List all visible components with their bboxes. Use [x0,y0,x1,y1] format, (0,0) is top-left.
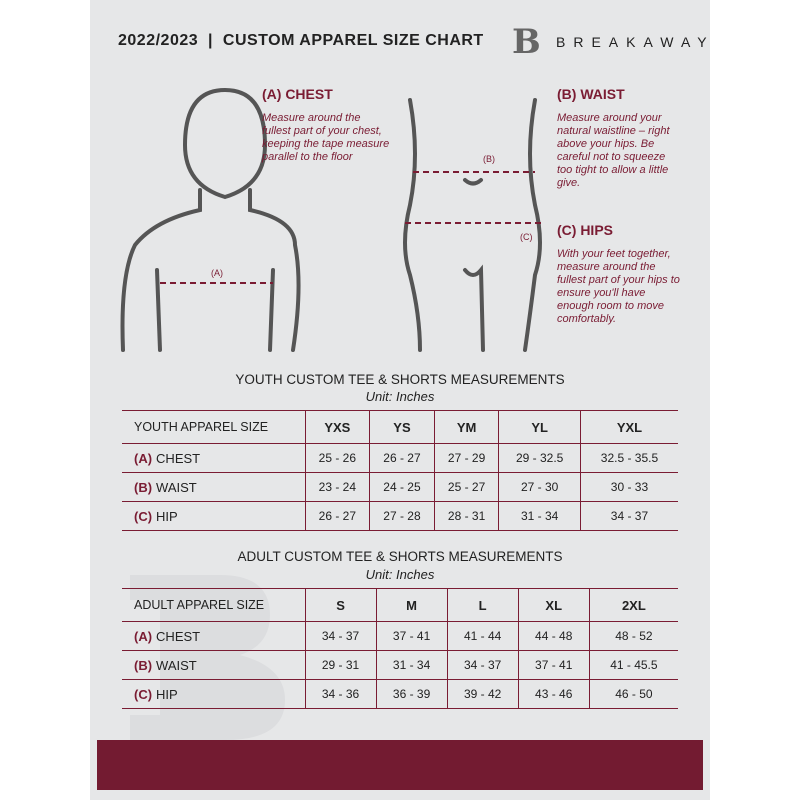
row-letter: (C) [134,508,153,524]
row-label-text: WAIST [156,479,197,495]
row-label-text: CHEST [156,628,201,644]
row-label-text: HIP [156,686,178,702]
header-cell: ADULT APPAREL SIZE [122,588,305,622]
value-cell: 31 - 34 [375,650,448,680]
value-cell: 28 - 31 [433,501,499,531]
hips-heading: (C) HIPS [557,222,613,238]
value-cell: 23 - 24 [304,472,370,502]
page-title: 2022/2023 | CUSTOM APPAREL SIZE CHART [118,32,484,49]
row-label: (B) WAIST [122,472,305,502]
value-cell: 36 - 39 [375,679,448,709]
header-cell: YOUTH APPAREL SIZE [122,410,305,444]
hips-description: With your feet together, measure around … [557,248,680,325]
value-cell: 46 - 50 [588,679,678,709]
value-cell: 37 - 41 [517,650,590,680]
table-header-row: YOUTH APPAREL SIZE YXS YS YM YL YXL [122,410,678,444]
adult-section-title: ADULT CUSTOM TEE & SHORTS MEASUREMENTS [237,549,563,564]
value-cell: 29 - 32.5 [498,443,581,473]
value-cell: 34 - 37 [446,650,519,680]
header-cell: YS [369,410,435,444]
value-cell: 32.5 - 35.5 [579,443,678,473]
value-cell: 29 - 31 [304,650,377,680]
value-cell: 44 - 48 [517,621,590,651]
value-cell: 25 - 27 [433,472,499,502]
header-cell: YXS [304,410,370,444]
value-cell: 27 - 29 [433,443,499,473]
row-label: (C) HIP [122,501,305,531]
youth-size-table: YOUTH APPAREL SIZE YXS YS YM YL YXL (A) CHEST 25… [122,410,678,531]
row-label-text: WAIST [156,657,197,673]
footer-bar [97,740,703,790]
table-row: (A) CHEST 25 - 26 26 - 27 27 - 29 29 - 32.5 32… [122,443,678,473]
brand-logo: B [512,22,541,62]
waist-marker: (B) [483,154,495,164]
row-letter: (B) [134,479,153,495]
row-letter: (A) [134,628,153,644]
value-cell: 43 - 46 [517,679,590,709]
value-cell: 26 - 27 [304,501,370,531]
chest-description: Measure around the fullest part of your … [262,112,390,163]
header-cell: 2XL [588,588,678,622]
table-row: (B) WAIST 23 - 24 24 - 25 25 - 27 27 - 30 30 -… [122,472,678,502]
table-row: (C) HIP 26 - 27 27 - 28 28 - 31 31 - 34 34 - 3… [122,501,678,531]
chest-marker: (A) [211,268,223,278]
table-header-row: ADULT APPAREL SIZE S M L XL 2XL [122,588,678,622]
upper-body-illustration: (A) [120,87,301,352]
chest-heading: (A) CHEST [262,86,333,102]
row-label: (B) WAIST [122,650,305,680]
value-cell: 34 - 37 [579,501,678,531]
value-cell: 39 - 42 [446,679,519,709]
header-cell: YM [433,410,499,444]
adult-unit: Unit: Inches [365,567,435,582]
header-cell: YL [498,410,581,444]
table-row: (A) CHEST 34 - 37 37 - 41 41 - 44 44 - 48 48 -… [122,621,678,651]
row-label: (A) CHEST [122,443,305,473]
lower-body-illustration: (B) (C) [403,98,545,352]
value-cell: 24 - 25 [369,472,435,502]
row-label-text: CHEST [156,450,201,466]
value-cell: 37 - 41 [375,621,448,651]
row-label: (A) CHEST [122,621,305,651]
hips-marker: (C) [520,232,533,242]
row-letter: (A) [134,450,153,466]
row-letter: (B) [134,657,153,673]
youth-unit: Unit: Inches [365,389,435,404]
value-cell: 27 - 28 [369,501,435,531]
row-label: (C) HIP [122,679,305,709]
row-letter: (C) [134,686,153,702]
value-cell: 31 - 34 [498,501,581,531]
table-row: (B) WAIST 29 - 31 31 - 34 34 - 37 37 - 41 41 -… [122,650,678,680]
youth-section-title: YOUTH CUSTOM TEE & SHORTS MEASUREMENTS [235,372,565,387]
header-cell: L [446,588,519,622]
value-cell: 25 - 26 [304,443,370,473]
value-cell: 27 - 30 [498,472,581,502]
waist-description: Measure around your natural waistline – … [557,112,670,189]
value-cell: 41 - 44 [446,621,519,651]
value-cell: 34 - 37 [304,621,377,651]
header-cell: YXL [579,410,678,444]
waist-heading: (B) WAIST [557,86,625,102]
header-cell: S [304,588,377,622]
value-cell: 41 - 45.5 [588,650,678,680]
value-cell: 48 - 52 [588,621,678,651]
value-cell: 30 - 33 [579,472,678,502]
value-cell: 34 - 36 [304,679,377,709]
header-cell: M [375,588,448,622]
row-label-text: HIP [156,508,178,524]
value-cell: 26 - 27 [369,443,435,473]
table-row: (C) HIP 34 - 36 36 - 39 39 - 42 43 - 46 46 - 5… [122,679,678,709]
brand-name: BREAKAWAY [556,34,715,50]
adult-size-table: ADULT APPAREL SIZE S M L XL 2XL (A) CHEST 34 - 3… [122,588,678,709]
header-cell: XL [517,588,590,622]
